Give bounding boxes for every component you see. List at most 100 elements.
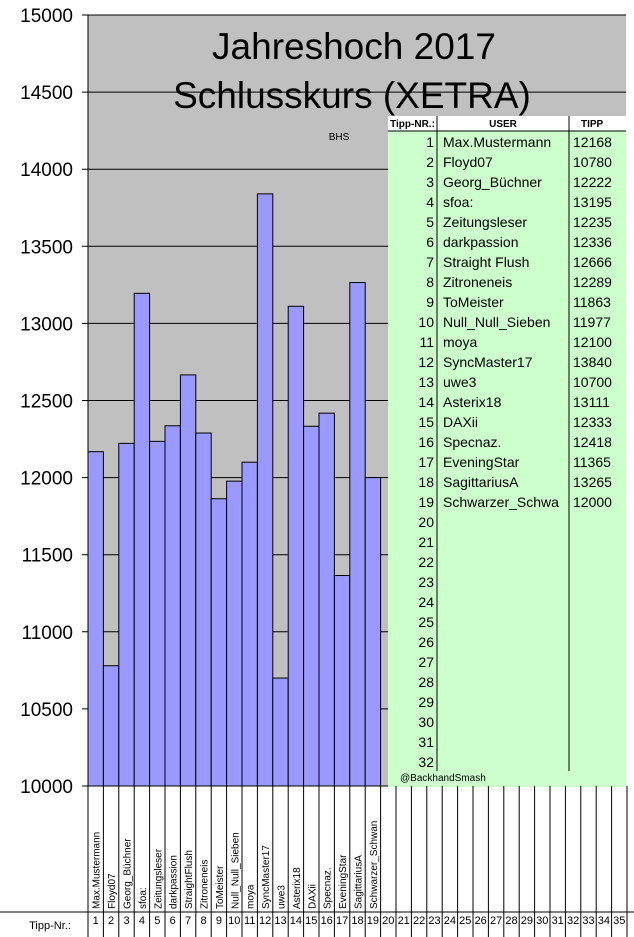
table-header-cell: Tipp-NR.: [390,119,435,130]
y-tick-label: 14500 [20,83,73,104]
table-cell-number: 27 [418,654,434,670]
table-cell-number: 5 [426,214,434,230]
table-cell-tipp: 12336 [573,234,612,250]
chart-subtitle: Schlusskurs (XETRA) [173,75,531,116]
x-number-label: 14 [290,915,302,927]
table-cell-number: 25 [418,614,434,630]
table-cell-user: Georg_Büchner [443,174,542,190]
table-cell-user: Max.Mustermann [443,134,551,150]
x-tick-label: Max.Mustermann [92,832,103,909]
y-tick-label: 13000 [20,314,73,335]
bar [287,305,305,787]
x-tick-label: moya [246,884,257,909]
table-cell-tipp: 10780 [573,154,612,170]
y-tick-label: 10500 [20,700,73,721]
x-number-label: 21 [398,915,410,927]
table-cell-number: 1 [426,134,434,150]
table-cell-user: darkpassion [443,234,519,250]
bar [195,432,212,787]
x-number-label: 19 [367,915,379,927]
y-tick-label: 12500 [20,392,73,413]
table-cell-tipp: 11977 [573,314,611,330]
table-cell-user: moya [443,334,477,350]
x-number-label: 35 [613,915,625,927]
table-cell-number: 2 [426,154,434,170]
table-header-bg [388,116,626,131]
table-cell-number: 17 [418,454,434,470]
table-cell-number: 20 [418,514,434,530]
table-header-cell: USER [489,119,518,130]
table-cell-tipp: 13195 [573,194,612,210]
table-cell-number: 16 [418,434,434,450]
bar [226,480,243,787]
x-number-label: 17 [336,915,348,927]
x-number-label: 28 [505,915,517,927]
table-cell-number: 30 [418,714,434,730]
x-number-label: 11 [244,915,255,927]
table-cell-user: Floyd07 [443,154,493,170]
table-cell-number: 21 [418,534,434,550]
x-number-label: 8 [200,915,206,927]
bar [102,665,120,787]
x-number-label: 27 [490,915,502,927]
bar [364,477,382,787]
x-tick-label: Specnaz. [323,867,334,909]
bar [241,461,258,787]
x-number-label: 23 [428,915,440,927]
bar [303,425,320,787]
x-number-label: 16 [321,915,333,927]
table-cell-number: 7 [426,254,434,270]
table-cell-number: 15 [418,414,434,430]
table-cell-number: 23 [418,574,434,590]
y-tick-label: 15000 [20,6,73,27]
table-cell-number: 3 [426,174,434,190]
table-cell-tipp: 11365 [573,454,611,470]
x-number-label: 7 [185,915,191,927]
table-cell-number: 13 [418,374,434,390]
x-tick-label: darkpassion [169,855,180,909]
x-number-label: 2 [108,915,114,927]
table-cell-user: Zitroneneis [443,274,512,290]
table-cell-tipp: 13840 [573,354,612,370]
chart-title: Jahreshoch 2017 [212,26,496,67]
y-tick-label: 13500 [20,237,73,258]
bar [210,498,228,787]
table-cell-number: 9 [426,294,434,310]
y-tick-label: 11500 [22,546,73,567]
table-cell-user: sfoa: [443,194,473,210]
bar [179,374,197,787]
table-cell-tipp: 10700 [573,374,612,390]
table-cell-user: Null_Null_Sieben [443,314,550,330]
x-axis: Max.Mustermann Floyd07 Georg_Büchner sfoa: Z… [0,786,634,937]
x-number-label: 10 [228,915,240,927]
table-cell-user: Asterix18 [443,394,502,410]
x-number-label: 5 [154,915,160,927]
table-cell-tipp: 13111 [573,394,610,410]
bar [333,575,351,787]
bars [87,193,382,787]
table-cell-number: 14 [418,394,434,410]
x-tick-label: Zeitungsleser [153,848,164,909]
x-number-label: 4 [139,915,145,927]
table-cell-user: EveningStar [443,454,520,470]
table-cell-number: 19 [418,494,434,510]
x-number-label: 24 [444,915,456,927]
table-cell-number: 26 [418,634,434,650]
table-cell-number: 22 [418,554,434,570]
bar [349,282,366,787]
x-tick-label: Floyd07 [107,873,118,909]
table-cell-user: DAXii [443,414,478,430]
x-number-label: 6 [170,915,176,927]
x-number-label: 1 [93,915,99,927]
table-cell-user: Straight Flush [443,254,529,270]
table-cell-number: 28 [418,674,434,690]
table-cell-tipp: 13265 [573,474,612,490]
x-number-label: 18 [351,915,363,927]
table-cell-tipp: 12289 [573,274,612,290]
x-number-label: 15 [305,915,317,927]
x-number-label: 29 [521,915,533,927]
bar [149,440,166,787]
table-cell-tipp: 11863 [573,294,611,310]
chart-annotation: BHS [329,132,350,143]
x-number-label: 33 [582,915,594,927]
